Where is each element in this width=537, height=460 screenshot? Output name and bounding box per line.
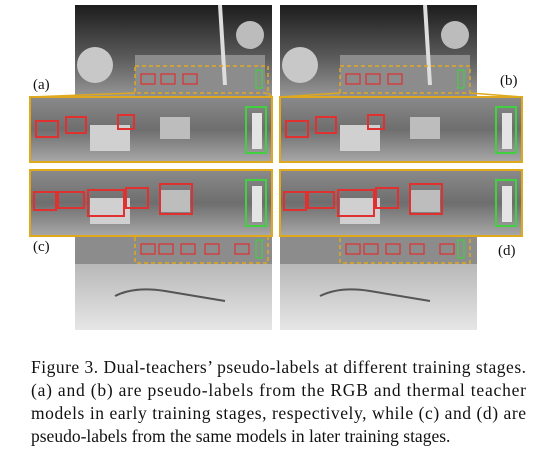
- pole: [423, 4, 432, 86]
- detection-box: [307, 191, 335, 209]
- pole: [218, 4, 227, 86]
- detection-box: [365, 73, 381, 85]
- tree: [236, 21, 264, 49]
- detection-box: [283, 191, 307, 211]
- panel-label: (d): [498, 243, 516, 259]
- zoom-strip: [279, 96, 523, 163]
- tree: [441, 21, 469, 49]
- image-panels: [29, 4, 523, 330]
- detection-box: [65, 116, 87, 134]
- detection-box: [180, 243, 196, 255]
- detection-box: [158, 243, 174, 255]
- detection-box: [245, 179, 267, 227]
- building: [340, 55, 470, 99]
- zoom-region: [339, 65, 471, 94]
- car: [410, 117, 440, 139]
- person: [502, 186, 512, 222]
- detection-box: [387, 73, 403, 85]
- detection-box: [409, 243, 425, 255]
- road-crack: [319, 288, 431, 302]
- detection-box: [255, 69, 263, 89]
- detection-box: [457, 69, 465, 89]
- detection-box: [385, 243, 401, 255]
- detection-box: [125, 187, 149, 209]
- panel-label: (c): [33, 239, 50, 255]
- caption-line: pseudo-labels from the same models in la…: [31, 426, 450, 446]
- zoom-strip: [279, 169, 523, 237]
- detection-box: [367, 114, 385, 130]
- building: [135, 55, 265, 99]
- detection-box: [495, 106, 517, 154]
- panel-label: (a): [33, 77, 50, 93]
- car: [160, 190, 190, 212]
- detection-box: [140, 73, 156, 85]
- detection-box: [457, 239, 465, 259]
- zoom-strip: [29, 96, 273, 163]
- detection-box: [234, 243, 250, 255]
- detection-box: [182, 73, 198, 85]
- panel-label: (b): [500, 73, 518, 89]
- detection-box: [140, 243, 156, 255]
- detection-box: [285, 120, 309, 138]
- road-crack: [114, 288, 226, 302]
- detection-box: [87, 189, 125, 217]
- detection-box: [439, 243, 455, 255]
- tree: [77, 47, 113, 83]
- detection-box: [245, 106, 267, 154]
- detection-box: [33, 191, 57, 211]
- detection-box: [57, 191, 85, 209]
- detection-box: [363, 243, 379, 255]
- detection-box: [495, 179, 517, 227]
- car: [160, 117, 190, 139]
- zoom-strip: [29, 169, 273, 237]
- detection-box: [345, 73, 361, 85]
- detection-box: [204, 243, 220, 255]
- detection-box: [337, 189, 375, 217]
- person: [252, 186, 262, 222]
- detection-box: [255, 239, 263, 259]
- detection-box: [315, 116, 337, 134]
- car: [410, 190, 440, 212]
- detection-box: [35, 120, 59, 138]
- tree: [282, 47, 318, 83]
- detection-box: [375, 187, 399, 209]
- detection-box: [345, 243, 361, 255]
- caption-line: Figure 3. Dual-teachers’ pseudo-labels a…: [31, 357, 526, 377]
- person: [252, 113, 262, 149]
- detection-box: [159, 183, 193, 215]
- detection-box: [160, 73, 176, 85]
- detection-box: [409, 183, 443, 215]
- person: [502, 113, 512, 149]
- detection-box: [117, 114, 135, 130]
- caption-line: models in early training stages, respect…: [31, 403, 526, 423]
- zoom-region: [134, 65, 269, 94]
- caption-line: (a) and (b) are pseudo-labels from the R…: [31, 380, 526, 400]
